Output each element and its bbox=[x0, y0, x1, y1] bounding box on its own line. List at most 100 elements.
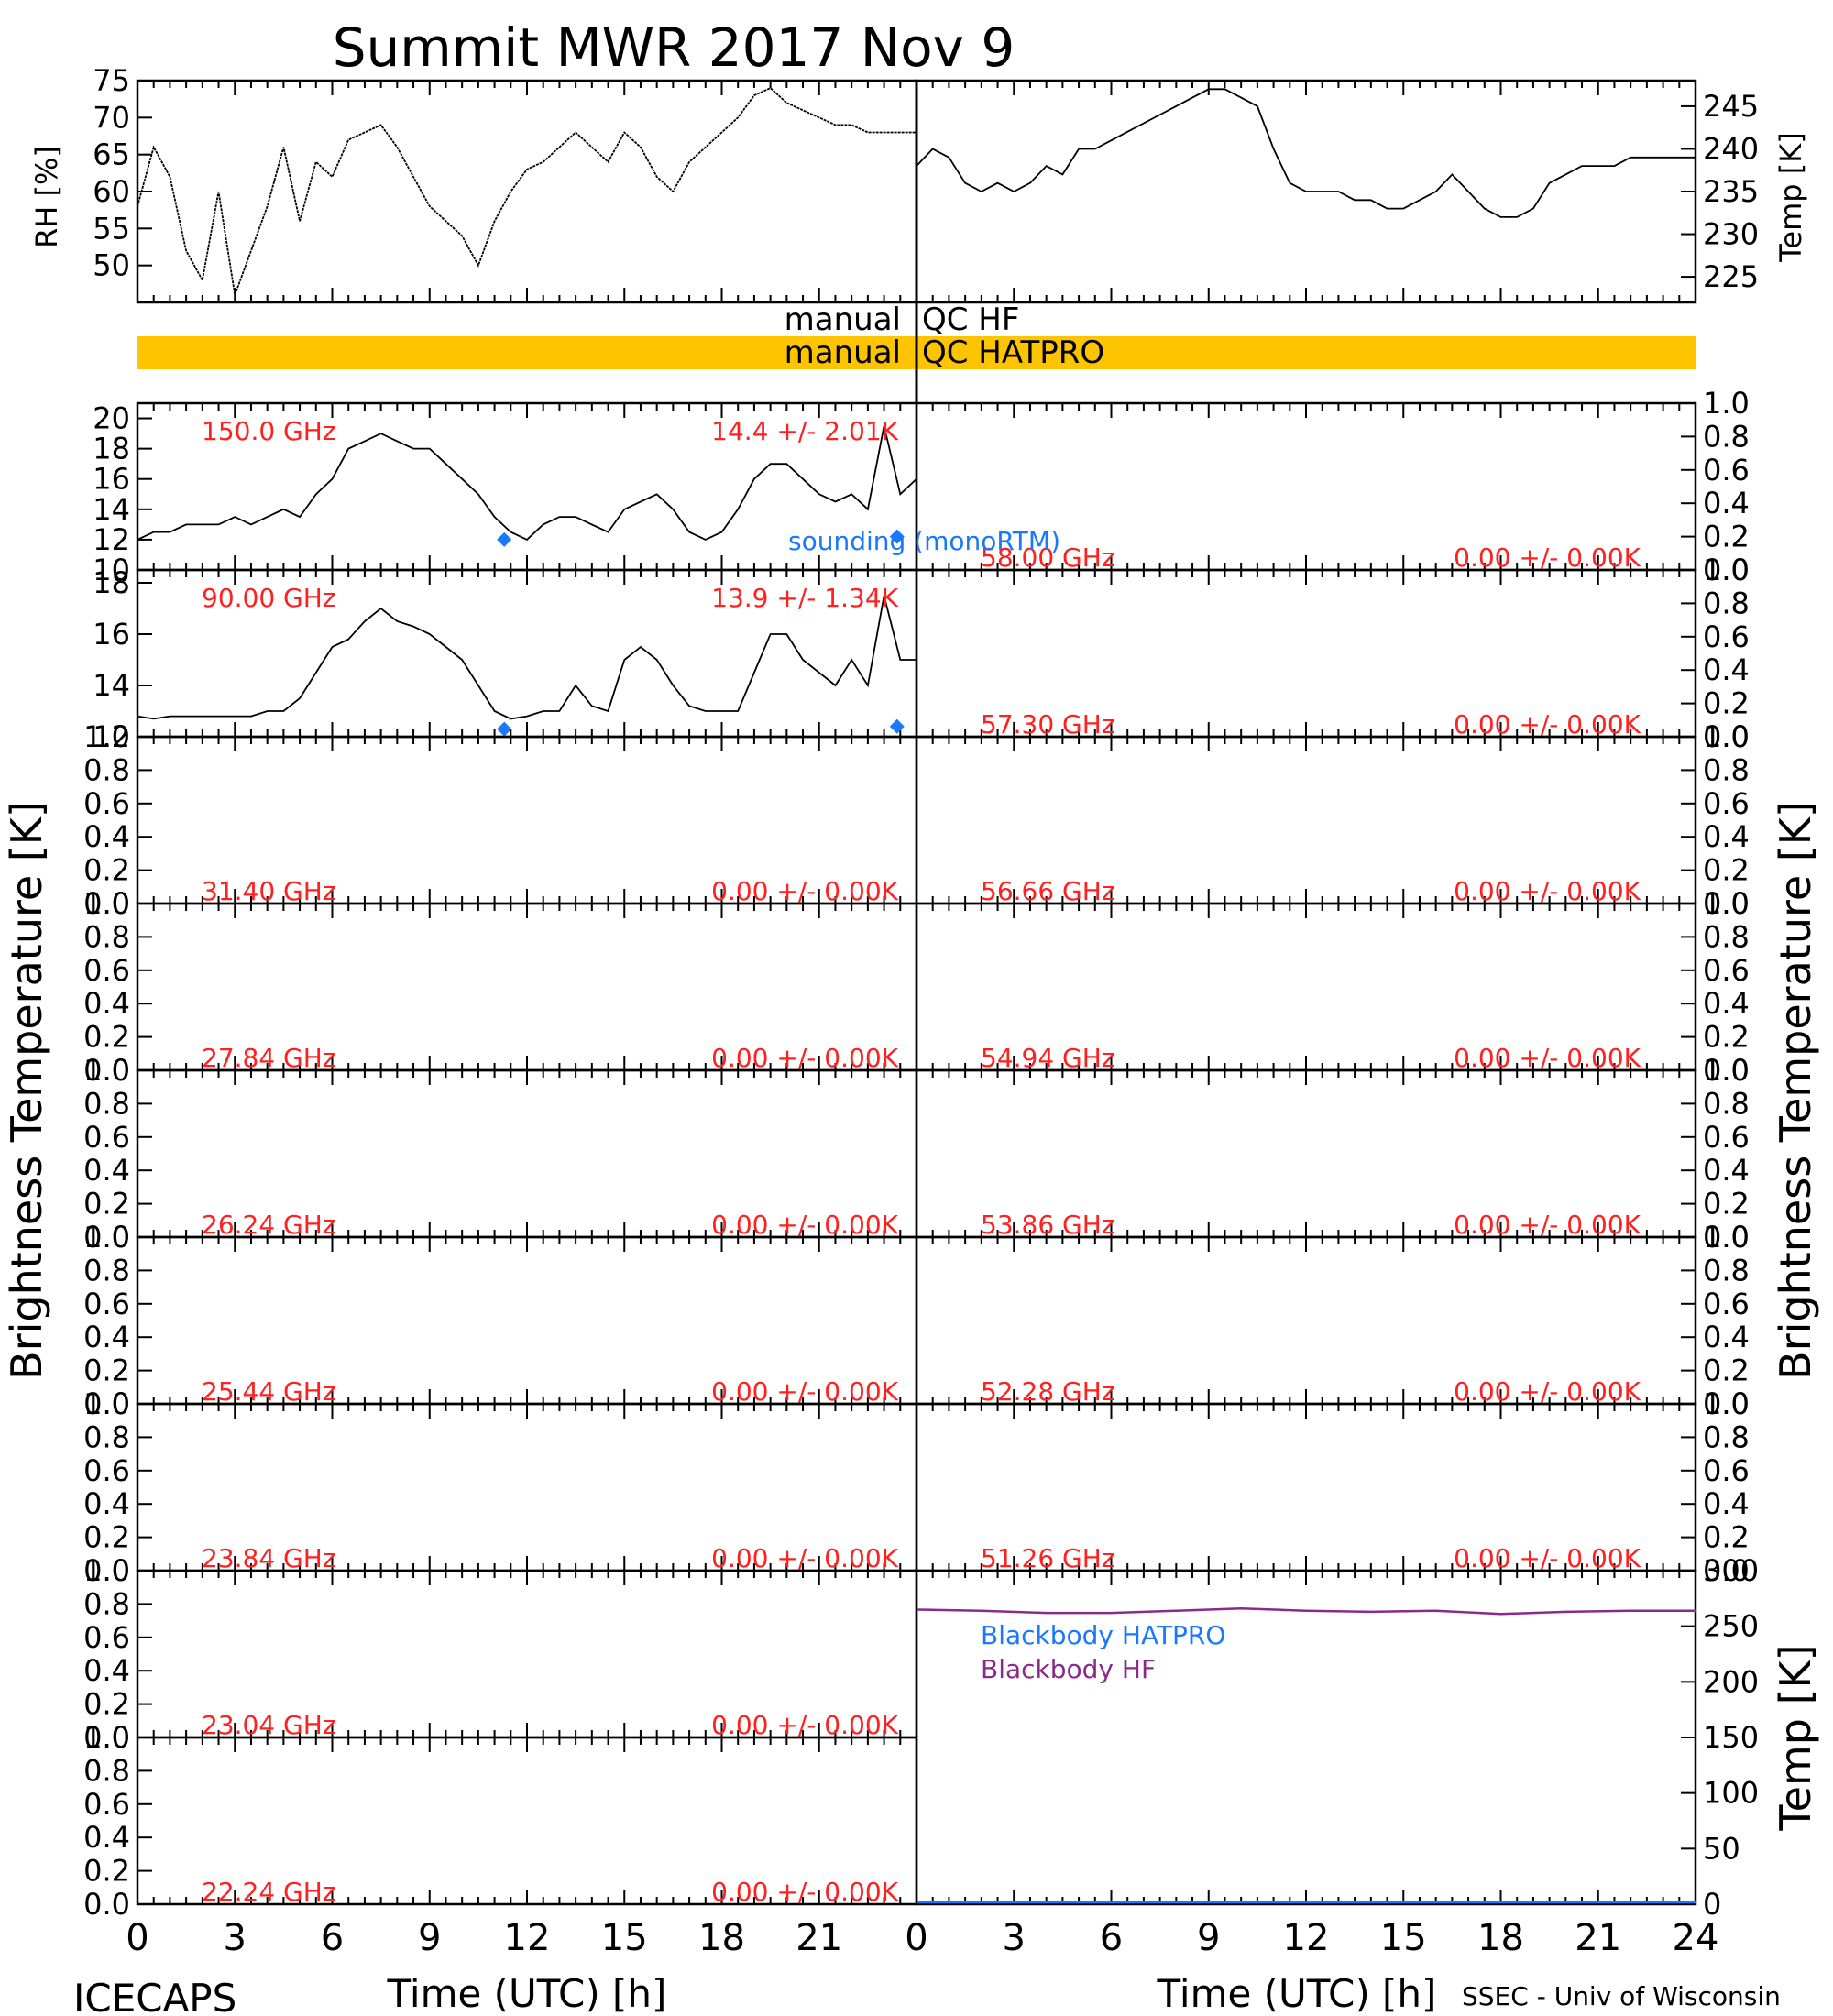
footer-ssec: SSEC - Univ of Wisconsin bbox=[1462, 1981, 1781, 2011]
y-tick-label: 0.0 bbox=[83, 1386, 130, 1421]
y-tick-label: 0.2 bbox=[1703, 686, 1750, 721]
y-tick-label: 1.0 bbox=[1703, 386, 1750, 421]
x-tick-label: 18 bbox=[698, 1917, 745, 1959]
y-tick-label: 65 bbox=[93, 137, 130, 172]
y-tick-label: 1.0 bbox=[1703, 1053, 1750, 1088]
x-axis-label-left: Time (UTC) [h] bbox=[387, 1971, 667, 2016]
channel-stats: 14.4 +/- 2.01K bbox=[711, 416, 898, 446]
channel-label: 58.00 GHz bbox=[981, 542, 1115, 573]
y-tick-label: 1.0 bbox=[83, 1220, 130, 1255]
channel-stats: 0.00 +/- 0.00K bbox=[1454, 709, 1641, 740]
y-tick-label: 1.0 bbox=[83, 1553, 130, 1588]
channel-stats: 0.00 +/- 0.00K bbox=[1454, 1543, 1641, 1573]
y-tick-label: 70 bbox=[93, 100, 130, 135]
y-tick-label: 60 bbox=[93, 174, 130, 209]
x-tick-label: 9 bbox=[1197, 1917, 1220, 1959]
x-tick-label: 12 bbox=[1283, 1917, 1330, 1959]
channel-stats: 0.00 +/- 0.00K bbox=[711, 1376, 898, 1407]
y-tick-label: 55 bbox=[93, 211, 130, 246]
y-tick-label: 0.0 bbox=[1703, 1386, 1750, 1421]
y-tick-label: 0.6 bbox=[83, 1620, 130, 1655]
channel-label: 150.0 GHz bbox=[202, 416, 336, 446]
y-tick-label: 0.0 bbox=[1703, 553, 1750, 587]
y-tick-label: 0.0 bbox=[83, 1553, 130, 1588]
y-tick-label: 0.8 bbox=[83, 1586, 130, 1621]
panel-bt2544: 0.00.20.40.60.81.025.44 GHz 0.00 +/- 0.00… bbox=[83, 1220, 918, 1421]
sounding-point bbox=[889, 718, 905, 734]
y-tick-label: 0.6 bbox=[83, 786, 130, 821]
x-tick-label: 24 bbox=[1673, 1917, 1719, 1959]
y-tick-label: 0.6 bbox=[83, 1287, 130, 1321]
y-tick-label: 0.0 bbox=[83, 1053, 130, 1088]
y-tick-label: 0.4 bbox=[83, 819, 130, 854]
series-line bbox=[916, 88, 1696, 218]
qc-hf-left-label: manual bbox=[785, 301, 901, 338]
y-tick-label: 10 bbox=[93, 553, 130, 587]
panel-blackbody: 0 50 100 150 200 250 300 bbox=[915, 1553, 1759, 1922]
y-tick-label: 0.8 bbox=[1703, 419, 1750, 454]
y-tick-label: 0.4 bbox=[1703, 819, 1750, 854]
channel-stats: 0.00 +/- 0.00K bbox=[711, 1043, 898, 1073]
x-tick-label: 0 bbox=[126, 1917, 148, 1959]
channel-stats: 0.00 +/- 0.00K bbox=[1454, 542, 1641, 573]
channel-label: 56.66 GHz bbox=[981, 876, 1115, 906]
y-tick-label: 0.2 bbox=[1703, 1353, 1750, 1388]
panel-bt5386: 0.00.20.40.60.81.053.86 GHz 0.00 +/- 0.00… bbox=[915, 1053, 1750, 1255]
rh-axis-label: RH [%] bbox=[29, 146, 64, 248]
y-tick-label: 1.0 bbox=[83, 1720, 130, 1755]
y-tick-label: 0.0 bbox=[83, 1220, 130, 1255]
channel-stats: 0.00 +/- 0.00K bbox=[1454, 876, 1641, 906]
y-tick-label: 235 bbox=[1703, 174, 1759, 209]
y-tick-label: 18 bbox=[93, 432, 130, 466]
y-tick-label: 0.0 bbox=[1703, 719, 1750, 754]
y-tick-label: 0.8 bbox=[83, 1419, 130, 1454]
x-tick-labels-right: 0 3 6 9 12 15 18 21 24 bbox=[905, 1917, 1718, 1959]
panel-bt2784: 0.00.20.40.60.81.027.84 GHz 0.00 +/- 0.00… bbox=[83, 886, 918, 1088]
y-tick-label: 75 bbox=[93, 63, 130, 98]
y-tick-label: 0 bbox=[1703, 1887, 1721, 1922]
y-tick-label: 0.2 bbox=[1703, 1020, 1750, 1055]
y-tick-label: 240 bbox=[1703, 131, 1759, 166]
y-tick-label: 0.6 bbox=[83, 953, 130, 988]
panel-bt2304: 0.00.20.40.60.81.023.04 GHz 0.00 +/- 0.00… bbox=[83, 1553, 918, 1755]
y-tick-label: 0.4 bbox=[83, 1320, 130, 1354]
channel-stats: 0.00 +/- 0.00K bbox=[711, 876, 898, 906]
qc-hf-right-label: QC HF bbox=[922, 301, 1019, 338]
y-tick-label: 0.8 bbox=[83, 1253, 130, 1287]
y-tick-label: 0.6 bbox=[83, 1120, 130, 1155]
y-tick-label: 0.0 bbox=[1703, 1053, 1750, 1088]
y-tick-label: 250 bbox=[1703, 1609, 1759, 1644]
y-tick-label: 1.0 bbox=[83, 1386, 130, 1421]
y-tick-label: 0.2 bbox=[1703, 853, 1750, 888]
x-tick-label: 21 bbox=[1575, 1917, 1621, 1959]
y-tick-label: 0.0 bbox=[1703, 1553, 1750, 1588]
y-tick-label: 0.4 bbox=[83, 1820, 130, 1855]
panel-bt2384: 0.00.20.40.60.81.023.84 GHz 0.00 +/- 0.00… bbox=[83, 1386, 918, 1588]
y-tick-label: 0.6 bbox=[1703, 1120, 1750, 1155]
x-tick-label: 18 bbox=[1477, 1917, 1524, 1959]
y-tick-label: 1.0 bbox=[1703, 1220, 1750, 1255]
y-tick-label: 0.2 bbox=[83, 1353, 130, 1388]
y-tick-label: 0.4 bbox=[83, 1153, 130, 1188]
y-tick-label: 0.2 bbox=[1703, 1187, 1750, 1222]
y-tick-label: 14 bbox=[93, 668, 130, 703]
channel-label: 57.30 GHz bbox=[981, 709, 1115, 740]
y-tick-label: 0.4 bbox=[1703, 652, 1750, 687]
y-tick-label: 50 bbox=[93, 248, 130, 283]
y-tick-label: 1.0 bbox=[1703, 1386, 1750, 1421]
panel-temp: 225 230 235 240 245 bbox=[915, 79, 1759, 304]
x-tick-label: 15 bbox=[1380, 1917, 1427, 1959]
y-tick-label: 0.4 bbox=[83, 986, 130, 1021]
y-tick-label: 16 bbox=[93, 462, 130, 497]
x-axis-label-right: Time (UTC) [h] bbox=[1157, 1971, 1437, 2016]
y-tick-label: 1.0 bbox=[1703, 719, 1750, 754]
x-tick-labels-left: 0 3 6 9 12 15 18 21 bbox=[126, 1917, 842, 1959]
blackbody-axis-label: Temp [K] bbox=[1771, 1644, 1820, 1831]
y-tick-label: 1.0 bbox=[83, 886, 130, 921]
y-tick-label: 0.0 bbox=[83, 886, 130, 921]
series-blackbody-hf bbox=[916, 1607, 1696, 1616]
y-tick-label: 1.0 bbox=[83, 1053, 130, 1088]
channel-label: 25.44 GHz bbox=[202, 1376, 336, 1407]
y-tick-label: 200 bbox=[1703, 1664, 1759, 1699]
